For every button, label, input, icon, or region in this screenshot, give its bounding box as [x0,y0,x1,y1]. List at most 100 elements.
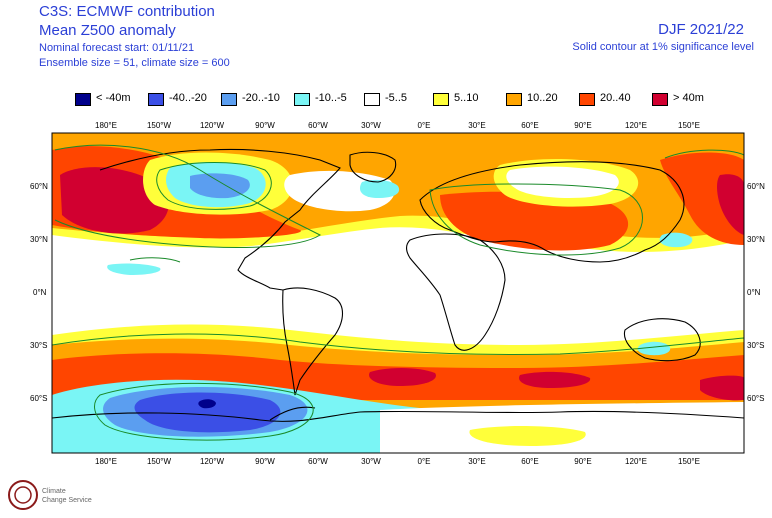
logo-text-2: Change Service [42,497,92,504]
north-america-lightblue [190,173,250,199]
amundsen-blue [134,392,281,433]
logo-text-1: Climate [42,488,66,495]
siberia-white [506,166,619,198]
coast-greenland [349,151,397,183]
south-indian-darkred [519,371,591,388]
contour-eurasia [429,183,643,256]
lon-tick-top: 90°W [255,121,275,130]
logo-ring-icon [8,480,38,510]
logo-inner-ring-icon [14,486,32,504]
lon-tick-top: 30°W [361,121,381,130]
lon-tick-top: 0°E [418,121,431,130]
title-variable: Mean Z500 anomaly [39,22,176,39]
lon-tick-bottom: 150°E [678,457,700,466]
title-source: C3S: ECMWF contribution [39,3,215,20]
map-frame [51,132,745,454]
lon-ticks-top: 180°E 150°W 120°W 90°W 60°W 30°W 0°E 30°… [95,121,700,130]
coast-australia [623,318,701,362]
lat-tick-left: 30°S [30,341,47,350]
coast-north-america [99,148,341,291]
lon-tick-top: 150°W [147,121,172,130]
lon-tick-bottom: 150°W [147,457,172,466]
lat-ticks-right: 60°N 30°N 0°N 30°S 60°S [747,182,765,403]
contour-nw-atlantic [129,257,181,263]
legend-swatch [433,93,449,106]
contour-north-america [156,162,272,210]
lat-tick-right: 60°S [747,394,764,403]
lon-tick-top: 90°E [574,121,591,130]
south-pacific-darkred [700,375,744,401]
lon-tick-bottom: 120°E [625,457,647,466]
antarctic-yellow [469,426,586,446]
ensemble-size: Ensemble size = 51, climate size = 600 [39,57,230,69]
atlantic-cyan [359,179,400,198]
southern-ocean-white [380,402,744,453]
coast-antarctica [52,410,744,422]
contour-southern-ocean [94,382,314,441]
lat-tick-left: 0°N [33,288,47,297]
east-pacific-darkred [717,174,744,235]
significance-contours [52,144,744,441]
lon-tick-bottom: 30°W [361,457,381,466]
lon-tick-bottom: 90°E [574,457,591,466]
legend-label: 20..40 [600,92,631,104]
lon-ticks-bottom: 180°E 150°W 120°W 90°W 60°W 30°W 0°E 30°… [95,457,700,466]
lon-tick-bottom: 30°E [468,457,485,466]
lat-tick-right: 60°N [747,182,765,191]
lon-tick-top: 30°E [468,121,485,130]
legend-label: 10..20 [527,92,558,104]
lon-tick-top: 120°W [200,121,225,130]
lat-tick-right: 0°N [747,288,761,297]
coast-eurasia [419,161,685,263]
forecast-start: Nominal forecast start: 01/11/21 [39,42,195,54]
lon-tick-top: 150°E [678,121,700,130]
lon-tick-bottom: 120°W [200,457,225,466]
legend-swatch [506,93,522,106]
contour-east-pacific [664,149,744,159]
lon-tick-top: 60°E [521,121,538,130]
lon-tick-bottom: 60°W [308,457,328,466]
lon-tick-top: 180°E [95,121,117,130]
contour-north-pacific [54,144,322,249]
legend-label: -5..5 [385,92,408,104]
lon-tick-bottom: 60°E [521,457,538,466]
legend-label: -10..-5 [315,92,347,104]
lat-tick-left: 60°S [30,394,47,403]
coast-antarctic-peninsula [269,406,316,421]
legend-label: -40..-20 [169,92,207,104]
legend-label: 5..10 [454,92,479,104]
lat-ticks-left: 60°N 30°N 0°N 30°S 60°S [30,182,48,403]
significance-note: Solid contour at 1% significance level [572,41,754,53]
lon-tick-top: 60°W [308,121,328,130]
legend-swatch [75,93,91,106]
tropical-pacific-cyan [107,263,161,275]
north-pacific-darkred [60,167,169,234]
legend-label: > 40m [673,92,704,104]
lat-tick-left: 30°N [30,235,48,244]
lat-tick-right: 30°S [747,341,764,350]
legend-swatch [579,93,595,106]
lon-tick-top: 120°E [625,121,647,130]
legend-swatch [294,93,310,106]
copernicus-logo: Climate Change Service [8,480,92,510]
coast-south-america [282,287,344,396]
legend-swatch [221,93,237,106]
lat-tick-left: 60°N [30,182,48,191]
south-atlantic-darkred [369,367,436,386]
lon-tick-bottom: 180°E [95,457,117,466]
legend-swatch [148,93,164,106]
amundsen-darkblue [198,399,216,409]
coastlines [52,148,744,422]
colour-legend: < -40m -40..-20 -20..-10 -10..-5 -5..5 5..10 1… [75,92,715,108]
legend-swatch [364,93,380,106]
lon-tick-bottom: 90°W [255,457,275,466]
lat-tick-right: 30°N [747,235,765,244]
lon-tick-bottom: 0°E [418,457,431,466]
legend-label: -20..-10 [242,92,280,104]
legend-label: < -40m [96,92,131,104]
legend-swatch [652,93,668,106]
australia-cyan [637,341,671,356]
contour-southern-band [52,333,744,355]
season-label: DJF 2021/22 [658,21,744,38]
